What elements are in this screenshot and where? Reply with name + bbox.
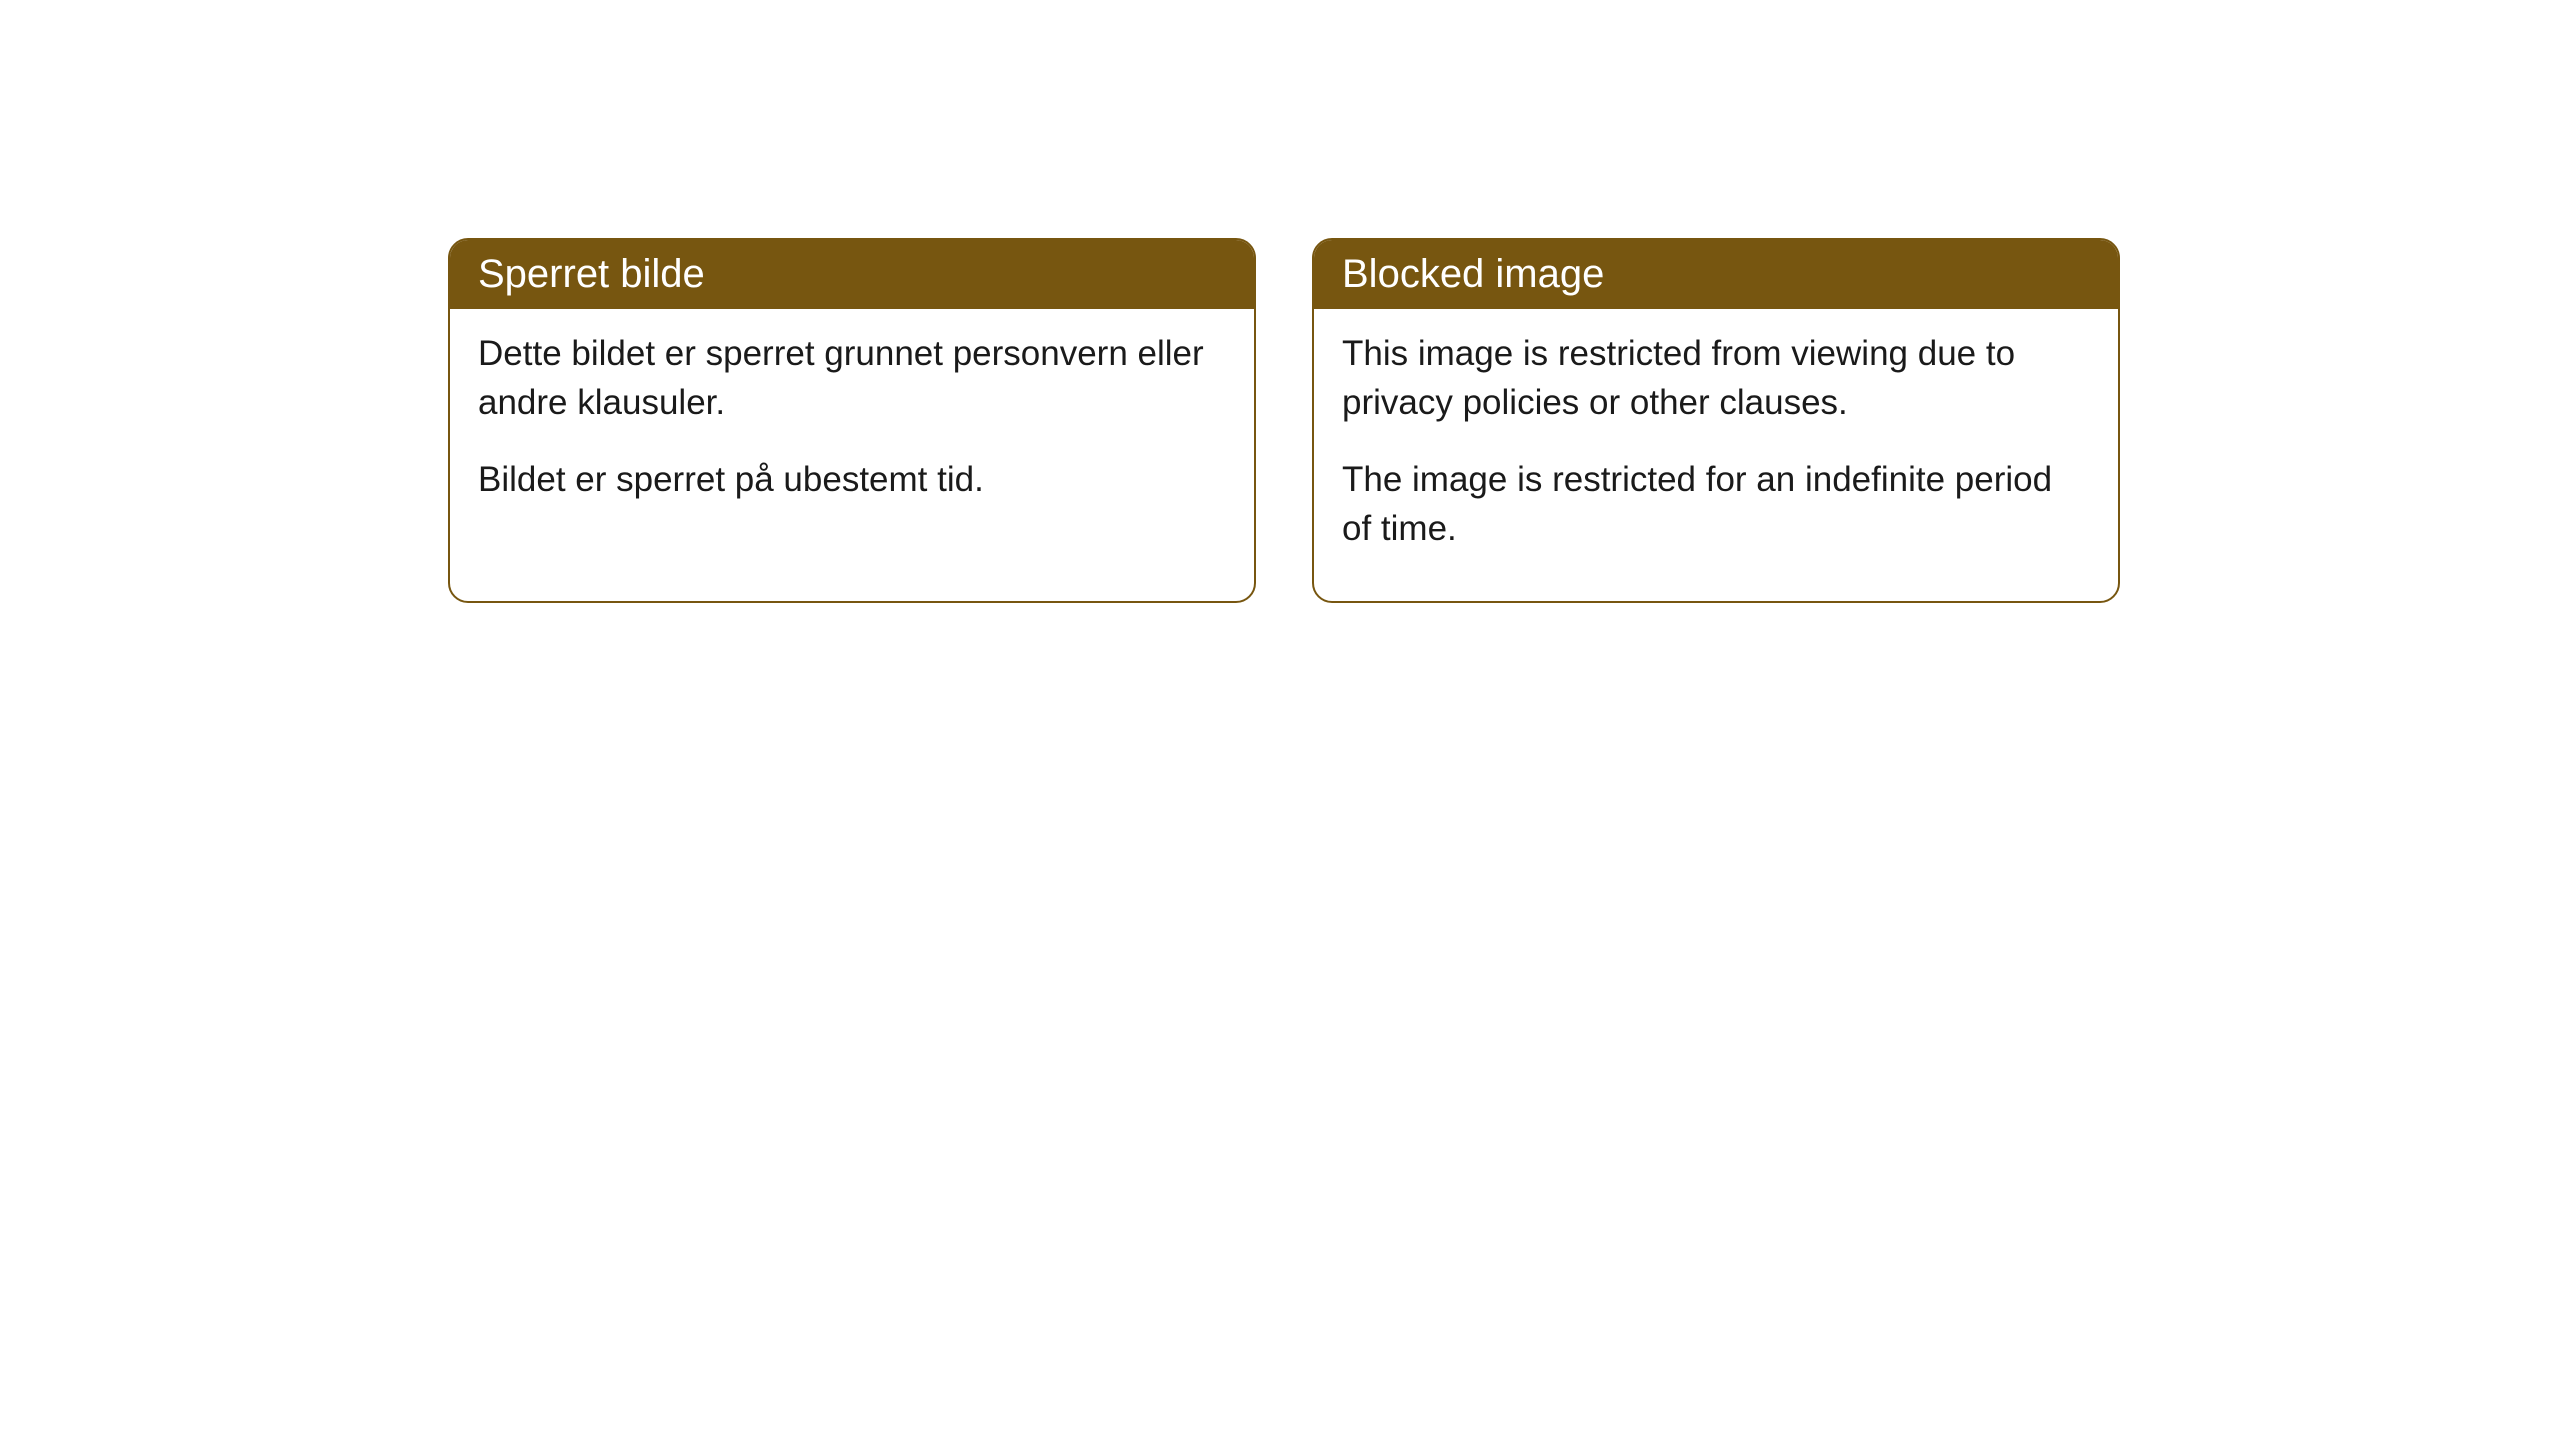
card-paragraph: This image is restricted from viewing du… (1342, 329, 2090, 427)
card-body: Dette bildet er sperret grunnet personve… (450, 309, 1254, 552)
notice-card-english: Blocked image This image is restricted f… (1312, 238, 2120, 603)
card-paragraph: Dette bildet er sperret grunnet personve… (478, 329, 1226, 427)
card-header: Sperret bilde (450, 240, 1254, 309)
card-title: Sperret bilde (478, 252, 705, 296)
notice-cards-container: Sperret bilde Dette bildet er sperret gr… (448, 238, 2120, 603)
notice-card-norwegian: Sperret bilde Dette bildet er sperret gr… (448, 238, 1256, 603)
card-body: This image is restricted from viewing du… (1314, 309, 2118, 601)
card-title: Blocked image (1342, 252, 1604, 296)
card-paragraph: The image is restricted for an indefinit… (1342, 455, 2090, 553)
card-paragraph: Bildet er sperret på ubestemt tid. (478, 455, 1226, 504)
card-header: Blocked image (1314, 240, 2118, 309)
